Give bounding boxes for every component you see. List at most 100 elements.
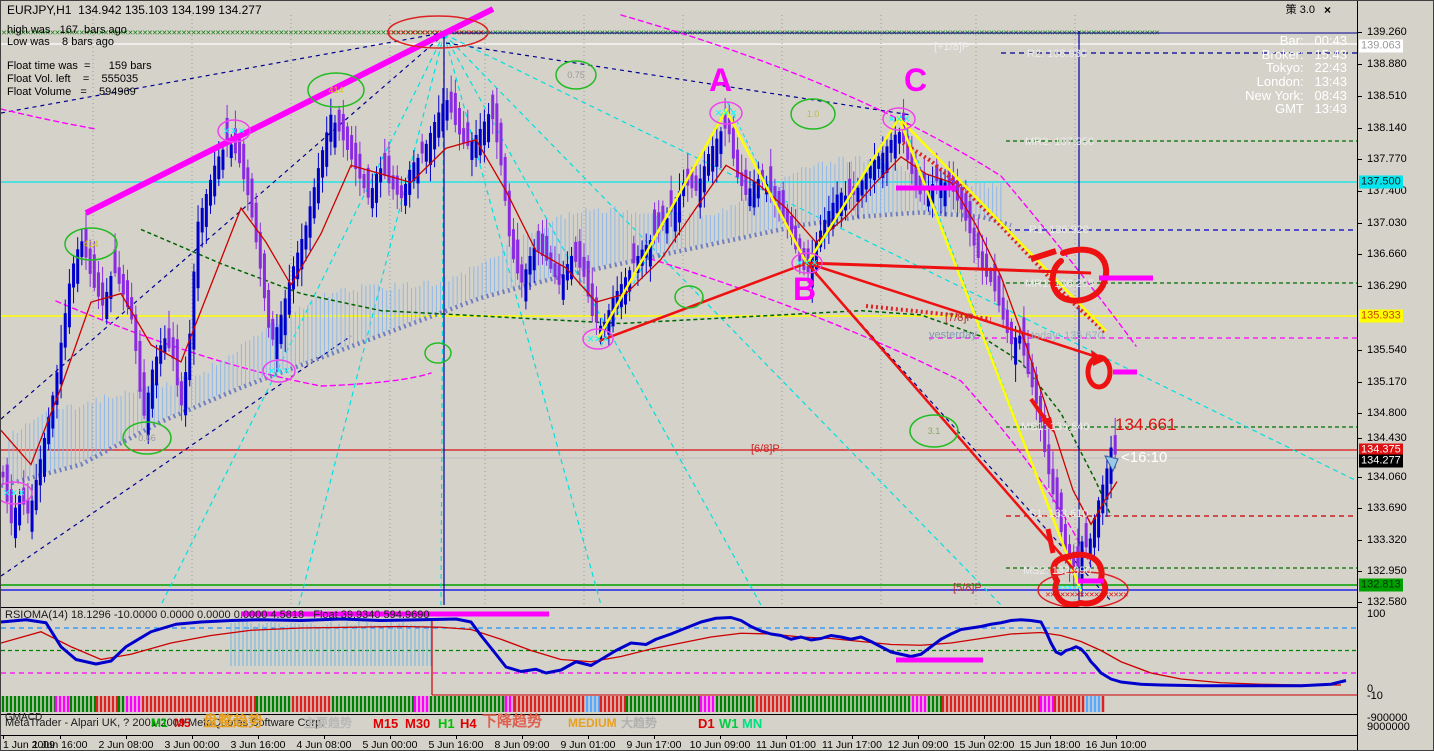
- price-tick: [1358, 438, 1362, 439]
- time-tick: [126, 736, 127, 739]
- time-label: 9 Jun 17:00: [626, 739, 682, 751]
- time-tick: [3, 736, 4, 739]
- fib-circle-414-left: 414: [64, 227, 118, 261]
- indicator-tick-label: 100: [1367, 608, 1386, 620]
- price-tick-label: 136.660: [1367, 248, 1407, 260]
- red-ribbon-band: [865, 304, 992, 321]
- time-label: 3 Jun 16:00: [230, 739, 286, 751]
- fib-circle-small-2: [424, 342, 452, 364]
- main-chart-window[interactable]: ✕✕✕✕✕✕✕✕✕✕✕✕✕✕✕✕✕✕✕✕✕✕✕✕✕✕✕✕✕✕✕✕✕✕✕✕✕✕✕✕…: [1, 1, 1357, 608]
- ma-red: [1, 138, 1118, 526]
- trend-tag-M30: M30: [405, 716, 431, 731]
- big-magenta-trendline[interactable]: [84, 6, 495, 216]
- time-tick: [1116, 736, 1117, 739]
- fib-circle-414-top: 414: [307, 72, 365, 108]
- trend-tag-M5: M5: [174, 716, 191, 730]
- zigzag-shadow-cyan: [600, 101, 1080, 587]
- price-tick-label: 133.320: [1367, 534, 1407, 546]
- rsioma-signal-red: [1, 625, 1341, 686]
- time-label: 9 Jun 01:00: [560, 739, 616, 751]
- price-tick-label: 132.950: [1367, 565, 1407, 577]
- pivot-dot-b: ✕✕✕: [791, 252, 823, 274]
- trend-tag-盘整趋势: 盘整趋势: [203, 713, 264, 730]
- price-badge-134.375: 134.375: [1359, 443, 1403, 457]
- price-tick-label: 138.140: [1367, 122, 1407, 134]
- rsioma-main-blue: [1, 616, 1347, 688]
- red-bottom-ellipse[interactable]: [1037, 571, 1129, 607]
- price-tick-label: 137.030: [1367, 217, 1407, 229]
- price-tick-label: 137.770: [1367, 153, 1407, 165]
- time-axis[interactable]: 1 Jun 2009 1 Jun 16:00 2 Jun 08:00 3 Jun 00…: [1, 736, 1357, 751]
- time-label: 4 Jun 08:00: [296, 739, 352, 751]
- fib-circle-small-1: [674, 285, 704, 309]
- close-icon[interactable]: ×: [1323, 3, 1331, 17]
- rsioma-indicator-window[interactable]: RSIOMA(14) 18.1296 -10.0000 0.0000 0.000…: [1, 608, 1357, 715]
- yellow-ray-c2[interactable]: [898, 117, 1107, 332]
- price-tick: [1358, 96, 1362, 97]
- price-tick: [1358, 223, 1362, 224]
- vertical-lines-layer: [443, 31, 1080, 605]
- time-label: 8 Jun 09:00: [494, 739, 550, 751]
- time-tick: [192, 736, 193, 739]
- red-ray-b-left[interactable]: [598, 261, 808, 343]
- time-label: 3 Jun 00:00: [164, 739, 220, 751]
- price-scale[interactable]: 139.260 138.880 138.510 138.140 137.770 137.4…: [1357, 1, 1433, 750]
- pivot-dot-c: ✕✕✕: [882, 107, 916, 131]
- time-tick: [654, 736, 655, 739]
- price-tick-label: 138.510: [1367, 90, 1407, 102]
- time-tick: [786, 736, 787, 739]
- svg-text:414: 414: [328, 85, 343, 95]
- rsioma-histogram: [1, 696, 1105, 712]
- red-bottom-scribble[interactable]: [1050, 551, 1109, 607]
- time-tick: [984, 736, 985, 739]
- price-badge-139.063: 139.063: [1359, 39, 1403, 53]
- price-badge-135.933: 135.933: [1359, 309, 1403, 323]
- pivot-dot-a: ✕✕✕: [709, 101, 743, 125]
- price-tick: [1358, 191, 1362, 192]
- magenta-band-left-upper: [1, 108, 97, 130]
- price-tick: [1358, 32, 1362, 33]
- red-arrow-mid[interactable]: [1029, 397, 1051, 427]
- price-tick: [1358, 477, 1362, 478]
- red-hook-2[interactable]: [1085, 354, 1113, 390]
- red-hook-1-tail: [1030, 248, 1057, 262]
- trend-tag-下降趋势: 下降趋势: [482, 713, 543, 730]
- fib-circle-066: 0.66: [122, 421, 172, 455]
- price-tick: [1358, 540, 1362, 541]
- red-ray-b-bottom[interactable]: [806, 262, 1078, 574]
- main-chart-canvas[interactable]: ✕✕✕✕✕✕✕✕✕✕✕✕✕✕✕✕✕✕✕✕✕✕✕✕✕✕✕✕✕✕✕✕✕✕✕✕✕✕✕✕…: [1, 1, 1357, 607]
- time-label: 2 Jun 08:00: [98, 739, 154, 751]
- gmacd-indicator-window[interactable]: GMACD MetaTrader - Alpari UK, ? 2001-200…: [1, 712, 1357, 736]
- price-badge-137.500: 137.500: [1359, 175, 1403, 189]
- indicator-tick-label: 9000000: [1367, 721, 1410, 733]
- price-tick: [1358, 64, 1362, 65]
- price-tick: [1358, 159, 1362, 160]
- red-ray-b-mid[interactable]: [806, 261, 1098, 359]
- pivot-dot-4: ✕✕✕: [582, 328, 614, 350]
- red-exclaim-stroke[interactable]: [1045, 528, 1056, 554]
- trend-tag-M15: M15: [373, 716, 399, 731]
- price-tick-label: 134.430: [1367, 432, 1407, 444]
- time-tick: [522, 736, 523, 739]
- candlestick-series: [1, 75, 1117, 597]
- time-label: 15 Jun 18:00: [1019, 739, 1081, 751]
- fib-circle-31: 3.1: [909, 414, 959, 448]
- price-tick: [1358, 413, 1362, 414]
- trend-channel-1: [1, 32, 443, 114]
- trend-tag-主要趋势: 主要趋势: [304, 716, 353, 730]
- red-ray-b-hook[interactable]: [806, 261, 1092, 275]
- magenta-band-upper: [620, 14, 1137, 347]
- trend-tag-M1: M1: [151, 716, 168, 730]
- trend-tag-MEDIUM: MEDIUM: [568, 716, 617, 730]
- price-tick-label: 139.260: [1367, 26, 1407, 38]
- price-tick: [1358, 128, 1362, 129]
- trend-tag-W1: W1: [719, 716, 739, 731]
- svg-text:✕✕✕: ✕✕✕: [3, 488, 26, 498]
- trend-tag-MN: MN: [742, 716, 763, 731]
- time-tick: [720, 736, 721, 739]
- top-red-ellipse[interactable]: [387, 15, 489, 49]
- time-tick: [324, 736, 325, 739]
- ma-band-layer: [1, 155, 1112, 517]
- rsioma-canvas[interactable]: [1, 608, 1357, 714]
- red-hook-1[interactable]: [1049, 246, 1110, 304]
